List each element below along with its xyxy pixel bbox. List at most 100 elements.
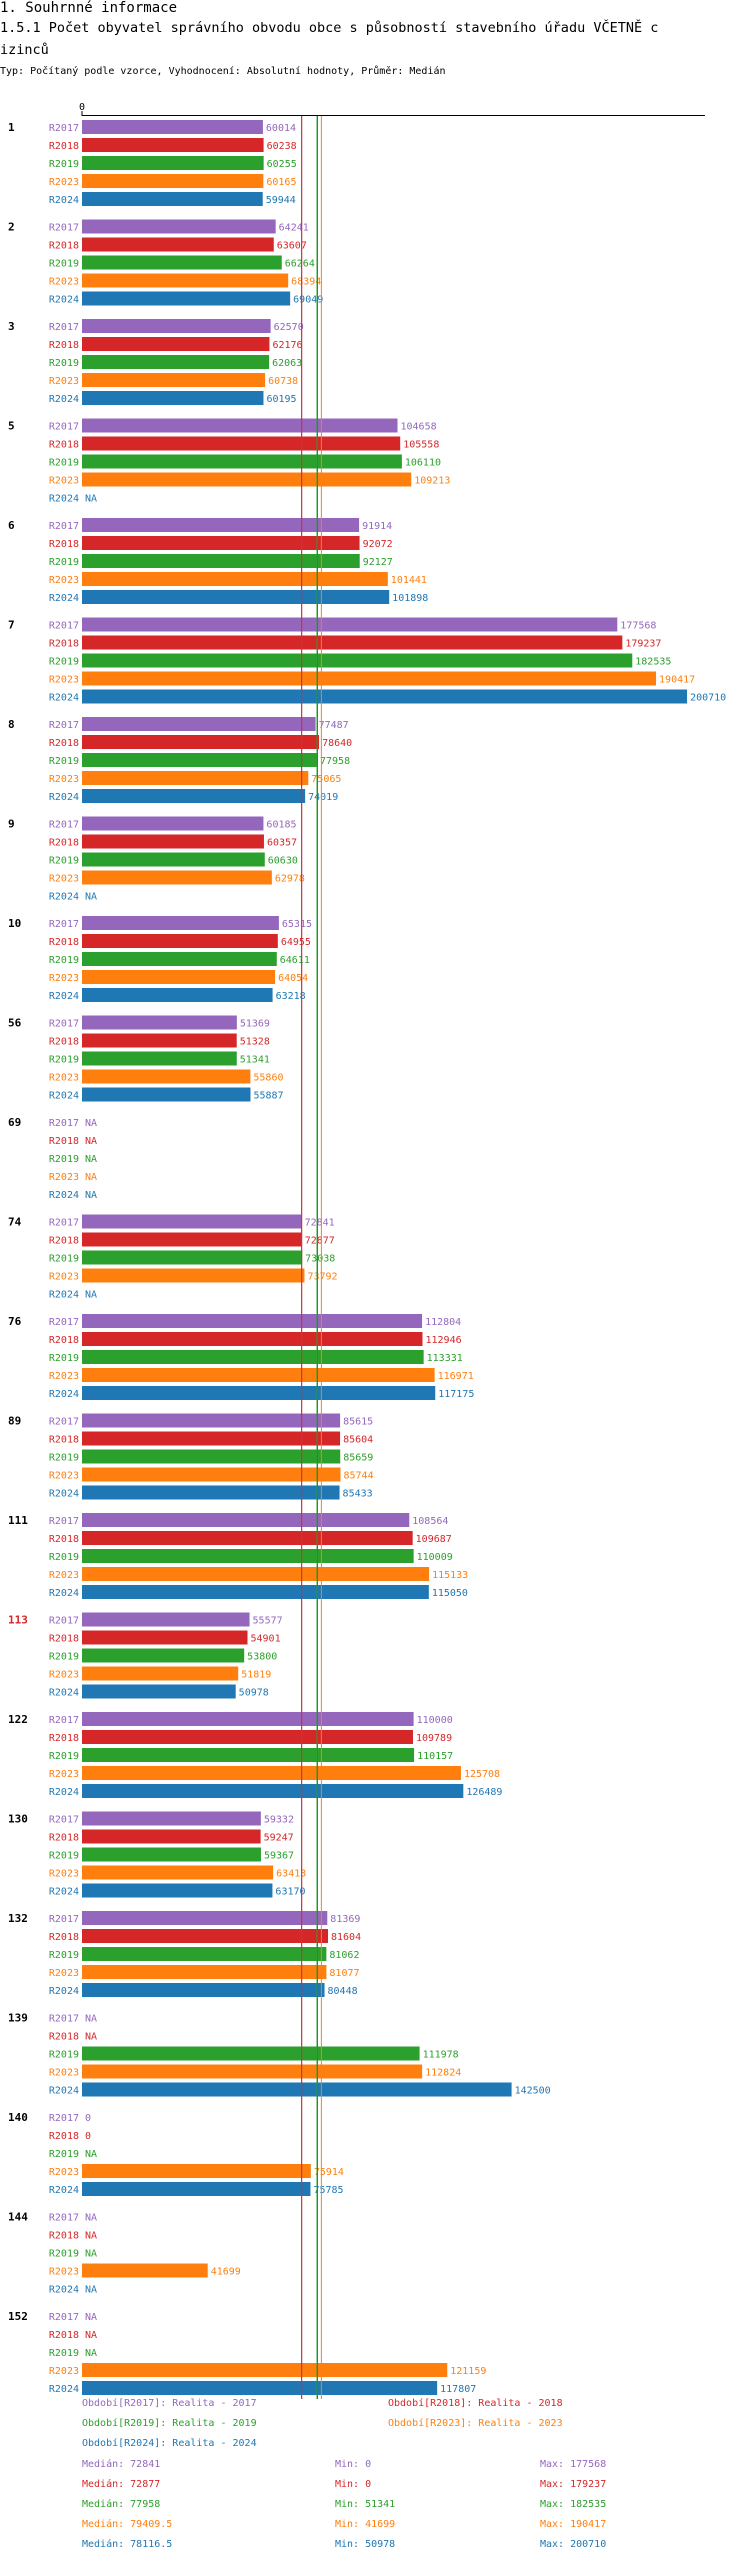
data-label: 117175 [438, 1389, 474, 1400]
legend-median: Medián: 77958 [82, 2499, 161, 2510]
series-label: R2024 [49, 1389, 79, 1400]
series-label: R2018 [49, 1833, 79, 1844]
data-label: 62063 [272, 358, 302, 369]
series-label: R2023 [49, 277, 79, 288]
bar [82, 518, 360, 532]
na-label: NA [85, 2312, 97, 2323]
group-label: 122 [8, 1713, 28, 1726]
chart-subtitle: Typ: Počítaný podle vzorce, Vyhodnocení:… [0, 66, 446, 77]
group-label: 89 [8, 1415, 21, 1428]
data-label: 62570 [274, 322, 304, 333]
bar [82, 717, 316, 731]
data-label: 75785 [313, 2185, 343, 2196]
data-label: 115050 [432, 1588, 468, 1599]
bar [82, 319, 271, 333]
data-label: 85604 [343, 1435, 373, 1446]
legend-entry: Období[R2018]: Realita - 2018 [388, 2398, 563, 2409]
group-label: 10 [8, 917, 21, 930]
data-label: 81077 [329, 1968, 359, 1979]
bar [82, 1314, 423, 1328]
data-label: 59944 [266, 195, 296, 206]
series-label: R2019 [49, 1652, 79, 1663]
bar [82, 1748, 415, 1762]
data-label: 64611 [280, 955, 310, 966]
bar [82, 536, 360, 550]
data-label: 101898 [392, 593, 428, 604]
series-label: R2017 [49, 322, 79, 333]
data-label: 53800 [247, 1652, 277, 1663]
series-label: R2023 [49, 2267, 79, 2278]
bar [82, 554, 360, 568]
data-label: 75914 [314, 2167, 344, 2178]
series-label: R2017 [49, 1616, 79, 1627]
bar [82, 337, 270, 351]
group-label: 144 [8, 2211, 28, 2224]
chart-title-line1: 1.5.1 Počet obyvatel správního obvodu ob… [0, 20, 659, 36]
series-label: R2019 [49, 458, 79, 469]
data-label: 78640 [322, 738, 352, 749]
series-label: R2023 [49, 675, 79, 686]
series-label: R2023 [49, 1272, 79, 1283]
legend-min: Min: 51341 [335, 2499, 396, 2510]
group-label: 113 [8, 1614, 28, 1627]
data-label: 109687 [416, 1534, 452, 1545]
bar [82, 617, 618, 632]
data-label: 72877 [305, 1236, 335, 1247]
bar [82, 454, 402, 469]
series-label: R2024 [49, 2384, 79, 2395]
series-label: R2023 [49, 575, 79, 586]
data-label: 50978 [239, 1688, 269, 1699]
series-label: R2019 [49, 1950, 79, 1961]
bar [82, 870, 272, 885]
na-label: NA [85, 2014, 97, 2025]
bar [82, 1983, 325, 1997]
data-label: 105558 [403, 440, 439, 451]
bar [82, 1612, 250, 1627]
series-label: R2024 [49, 1091, 79, 1102]
bar [82, 1033, 237, 1048]
bar [82, 355, 270, 369]
bar [82, 1485, 340, 1500]
data-label: 64955 [281, 937, 311, 948]
series-label: R2019 [49, 2050, 79, 2061]
bar [82, 689, 688, 704]
bar [82, 970, 276, 984]
series-label: R2023 [49, 1471, 79, 1482]
data-label: 60195 [266, 394, 296, 405]
bar [82, 1712, 414, 1726]
series-label: R2023 [49, 2068, 79, 2079]
series-label: R2024 [49, 1887, 79, 1898]
series-label: R2018 [49, 1136, 79, 1147]
group-label: 3 [8, 320, 15, 333]
series-label: R2018 [49, 1236, 79, 1247]
na-label: NA [85, 2285, 97, 2296]
series-label: R2017 [49, 1516, 79, 1527]
data-label: 177568 [620, 621, 656, 632]
bar [82, 1929, 329, 1943]
legend-entry: Období[R2024]: Realita - 2024 [82, 2438, 257, 2449]
group-label: 1 [8, 121, 15, 134]
data-label: 125708 [464, 1769, 500, 1780]
group-label: 111 [8, 1514, 28, 1527]
group-label: 9 [8, 818, 15, 831]
legend-max: Max: 182535 [540, 2499, 607, 2510]
series-label: R2023 [49, 476, 79, 487]
series-label: R2019 [49, 955, 79, 966]
series-label: R2017 [49, 2312, 79, 2323]
data-label: 117807 [440, 2384, 476, 2395]
bar [82, 192, 263, 206]
series-label: R2019 [49, 1353, 79, 1364]
bar [82, 572, 388, 586]
bar [82, 120, 263, 134]
series-label: R2024 [49, 1489, 79, 1500]
bar [82, 1069, 251, 1084]
group-label: 132 [8, 1912, 28, 1925]
series-label: R2023 [49, 1769, 79, 1780]
data-label: 116971 [438, 1371, 474, 1382]
legend-entry: Období[R2023]: Realita - 2023 [388, 2418, 563, 2429]
bar [82, 1413, 341, 1428]
series-label: R2017 [49, 720, 79, 731]
series-label: R2017 [49, 1417, 79, 1428]
bar [82, 1784, 464, 1798]
legend-median: Medián: 72841 [82, 2459, 161, 2470]
